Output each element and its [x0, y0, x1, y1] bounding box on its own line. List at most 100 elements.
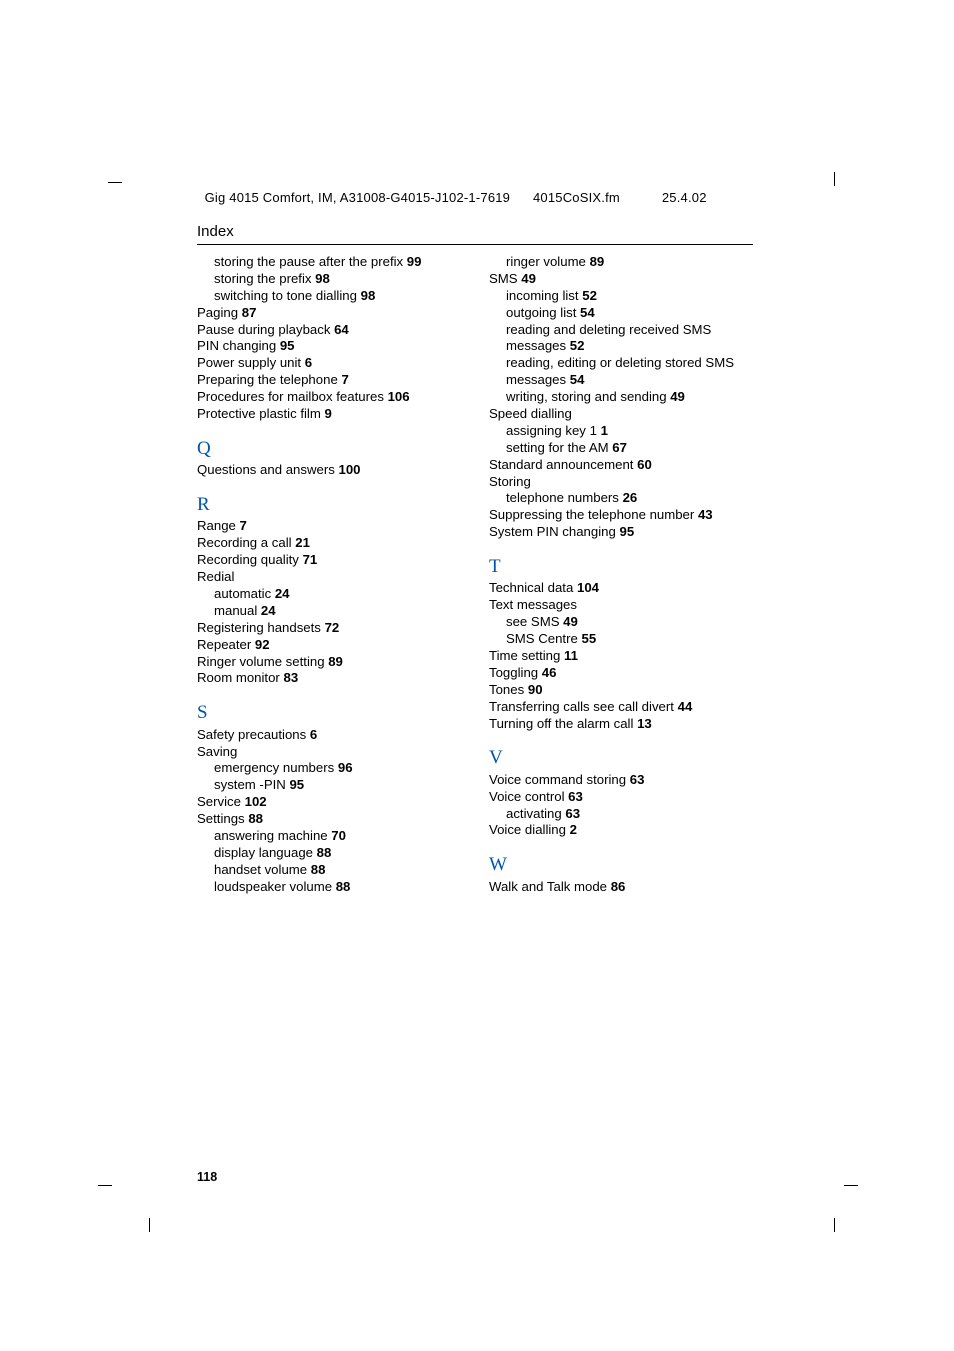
index-entry: reading, editing or deleting stored SMS …: [489, 355, 757, 389]
index-entry-text: emergency numbers: [214, 760, 338, 775]
index-entry-text: Ringer volume setting: [197, 654, 328, 669]
index-entry-page: 9: [325, 406, 332, 421]
index-entry: Procedures for mailbox features 106: [197, 389, 465, 406]
index-entry-text: System PIN changing: [489, 524, 619, 539]
index-entry: Tones 90: [489, 682, 757, 699]
index-entry-text: Turning off the alarm call: [489, 716, 637, 731]
index-entry: Voice dialling 2: [489, 822, 757, 839]
index-entry-page: 90: [528, 682, 543, 697]
index-entry-text: Saving: [197, 744, 237, 759]
index-entry: Service 102: [197, 794, 465, 811]
index-letter: S: [197, 701, 465, 725]
index-entry-page: 71: [303, 552, 318, 567]
index-column-left: storing the pause after the prefix 99sto…: [197, 254, 465, 896]
index-entry-page: 7: [240, 518, 247, 533]
index-entry: Technical data 104: [489, 580, 757, 597]
index-entry: activating 63: [489, 806, 757, 823]
index-entry-page: 60: [637, 457, 652, 472]
index-entry: Repeater 92: [197, 637, 465, 654]
index-entry: Recording quality 71: [197, 552, 465, 569]
index-entry-page: 104: [577, 580, 599, 595]
index-column-right: ringer volume 89SMS 49incoming list 52ou…: [489, 254, 757, 896]
page-title: Index: [197, 223, 234, 240]
index-entry-text: Paging: [197, 305, 242, 320]
index-entry-page: 21: [295, 535, 310, 550]
index-entry: storing the prefix 98: [197, 271, 465, 288]
index-entry-page: 52: [582, 288, 597, 303]
index-entry-page: 43: [698, 507, 713, 522]
index-entry: emergency numbers 96: [197, 760, 465, 777]
index-entry-text: storing the prefix: [214, 271, 315, 286]
index-entry-page: 83: [283, 670, 298, 685]
index-entry-text: setting for the AM: [506, 440, 612, 455]
index-entry: Recording a call 21: [197, 535, 465, 552]
index-entry: Time setting 11: [489, 648, 757, 665]
index-entry-page: 88: [311, 862, 326, 877]
index-entry-text: Service: [197, 794, 245, 809]
index-letter: R: [197, 493, 465, 517]
index-entry: Ringer volume setting 89: [197, 654, 465, 671]
index-entry-page: 63: [568, 789, 583, 804]
index-entry: Text messages: [489, 597, 757, 614]
index-entry-page: 87: [242, 305, 257, 320]
index-entry-page: 95: [619, 524, 634, 539]
index-entry-text: reading and deleting received SMS messag…: [506, 322, 711, 354]
index-entry-text: Procedures for mailbox features: [197, 389, 388, 404]
index-entry: automatic 24: [197, 586, 465, 603]
index-entry-page: 24: [275, 586, 290, 601]
index-entry: reading and deleting received SMS messag…: [489, 322, 757, 356]
index-entry: Redial: [197, 569, 465, 586]
index-entry-text: Time setting: [489, 648, 564, 663]
crop-mark-bottom-left-upper: [98, 1175, 118, 1195]
index-entry: incoming list 52: [489, 288, 757, 305]
index-entry: Room monitor 83: [197, 670, 465, 687]
index-entry-text: assigning key 1: [506, 423, 601, 438]
index-entry-text: activating: [506, 806, 565, 821]
index-entry-text: see SMS: [506, 614, 563, 629]
index-entry: Transferring calls see call divert 44: [489, 699, 757, 716]
index-entry-page: 7: [341, 372, 348, 387]
index-entry: Standard announcement 60: [489, 457, 757, 474]
index-entry-text: Power supply unit: [197, 355, 305, 370]
index-entry: system -PIN 95: [197, 777, 465, 794]
index-entry-text: outgoing list: [506, 305, 580, 320]
index-entry-text: Range: [197, 518, 240, 533]
index-entry-page: 1: [601, 423, 608, 438]
index-entry-text: loudspeaker volume: [214, 879, 336, 894]
index-entry: manual 24: [197, 603, 465, 620]
index-entry-page: 26: [623, 490, 638, 505]
index-entry-text: telephone numbers: [506, 490, 623, 505]
crop-mark-bottom-left: [139, 1218, 159, 1238]
index-entry-page: 2: [570, 822, 577, 837]
index-columns: storing the pause after the prefix 99sto…: [197, 254, 757, 896]
index-entry-text: handset volume: [214, 862, 311, 877]
index-entry: Suppressing the telephone number 43: [489, 507, 757, 524]
index-entry-page: 67: [612, 440, 627, 455]
index-entry: PIN changing 95: [197, 338, 465, 355]
index-entry-text: SMS: [489, 271, 521, 286]
index-entry-page: 92: [255, 637, 270, 652]
index-entry-text: reading, editing or deleting stored SMS …: [506, 355, 734, 387]
index-entry-page: 102: [245, 794, 267, 809]
index-entry-page: 96: [338, 760, 353, 775]
index-entry: ringer volume 89: [489, 254, 757, 271]
index-entry: writing, storing and sending 49: [489, 389, 757, 406]
index-entry-page: 72: [325, 620, 340, 635]
index-letter: W: [489, 853, 757, 877]
index-entry: loudspeaker volume 88: [197, 879, 465, 896]
index-entry-page: 64: [334, 322, 349, 337]
index-entry-text: Voice dialling: [489, 822, 570, 837]
index-entry-text: Voice control: [489, 789, 568, 804]
index-entry-page: 88: [317, 845, 332, 860]
index-letter: V: [489, 746, 757, 770]
index-entry: Questions and answers 100: [197, 462, 465, 479]
index-entry-text: Recording quality: [197, 552, 303, 567]
index-entry-text: system -PIN: [214, 777, 289, 792]
index-entry-page: 95: [280, 338, 295, 353]
index-entry-page: 54: [580, 305, 595, 320]
index-entry-text: writing, storing and sending: [506, 389, 670, 404]
index-entry-text: Storing: [489, 474, 531, 489]
index-entry: outgoing list 54: [489, 305, 757, 322]
index-entry: handset volume 88: [197, 862, 465, 879]
index-entry-text: Preparing the telephone: [197, 372, 341, 387]
